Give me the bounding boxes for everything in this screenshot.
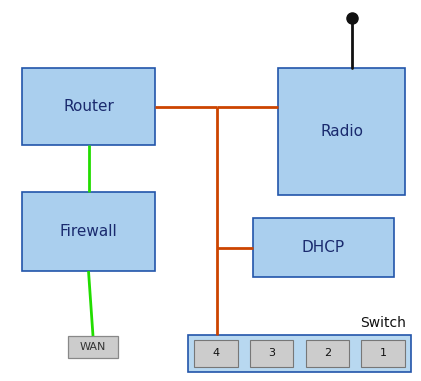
Bar (278, 68, 405, 195)
Text: Radio: Radio (320, 124, 363, 139)
Text: DHCP: DHCP (302, 240, 345, 255)
Text: 4: 4 (212, 349, 219, 359)
Bar (361, 340, 405, 367)
Bar (194, 340, 237, 367)
Text: 3: 3 (268, 349, 275, 359)
Bar (306, 340, 349, 367)
Text: 2: 2 (324, 349, 331, 359)
Text: 1: 1 (380, 349, 386, 359)
Bar (22, 192, 155, 271)
Text: Firewall: Firewall (60, 224, 117, 239)
Bar (250, 340, 293, 367)
Text: WAN: WAN (80, 342, 106, 352)
Text: Router: Router (63, 99, 114, 114)
Bar (22, 68, 155, 145)
Bar (188, 335, 411, 372)
Text: Switch: Switch (360, 316, 406, 330)
Bar (68, 336, 118, 358)
Bar (253, 218, 394, 277)
